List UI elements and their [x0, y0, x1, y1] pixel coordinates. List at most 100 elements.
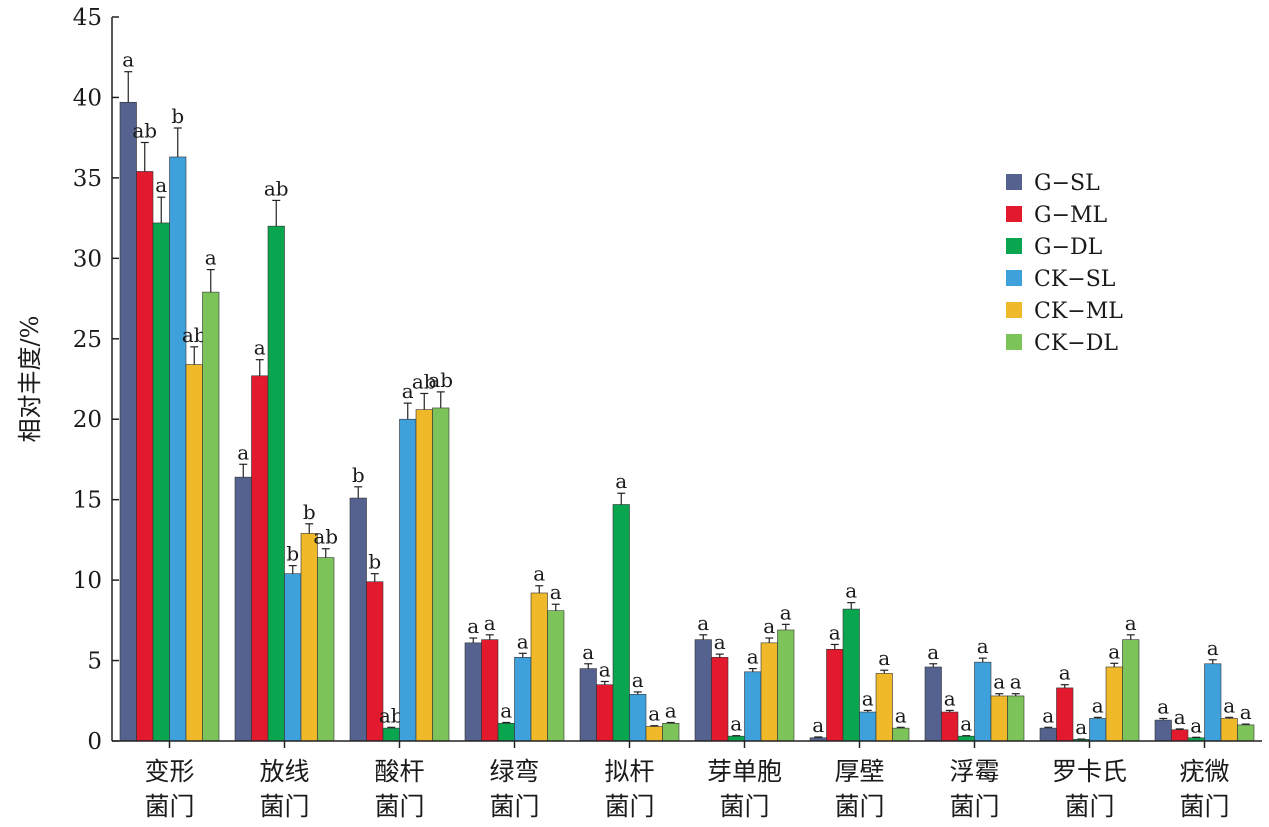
bar-2-1 — [267, 225, 285, 742]
significance-label-4-9: a — [1223, 693, 1235, 717]
category-label-line1-7: 浮霉 — [949, 757, 999, 786]
bar-4-9 — [1220, 718, 1238, 742]
significance-label-1-9: a — [1174, 705, 1186, 729]
significance-label-5-8: a — [1125, 611, 1137, 635]
bar-0-4 — [579, 668, 597, 742]
category-label-line2-9: 菌门 — [1179, 792, 1229, 821]
bar-0-8 — [1039, 727, 1057, 742]
bar-0-2 — [349, 497, 367, 742]
legend-swatch-3 — [1006, 270, 1022, 286]
bar-0-1 — [234, 476, 252, 742]
bar-0-5 — [694, 639, 712, 742]
bar-1-9 — [1171, 729, 1189, 742]
bar-5-2 — [432, 407, 450, 742]
bar-0-9 — [1154, 719, 1172, 742]
bar-4-1 — [300, 533, 318, 742]
significance-label-5-5: a — [780, 600, 792, 624]
significance-label-0-3: a — [467, 614, 479, 638]
y-tick-label-2: 10 — [73, 568, 102, 594]
significance-label-2-0: a — [155, 173, 167, 197]
category-label-line1-2: 酸杆 — [374, 757, 424, 786]
category-label-line1-1: 放线 — [259, 757, 309, 786]
y-tick-label-4: 20 — [73, 407, 102, 433]
y-tick-label-6: 30 — [73, 246, 102, 272]
significance-label-2-9: a — [1190, 713, 1202, 737]
bar-3-7 — [974, 661, 992, 742]
bar-5-3 — [547, 610, 565, 742]
category-label-line2-2: 菌门 — [374, 792, 424, 821]
bar-4-7 — [990, 695, 1008, 742]
legend-swatch-4 — [1006, 302, 1022, 318]
significance-label-3-7: a — [977, 634, 989, 658]
category-label-line2-0: 菌门 — [144, 792, 194, 821]
bar-1-1 — [251, 375, 269, 742]
significance-label-3-6: a — [862, 686, 874, 710]
bar-5-4 — [662, 723, 680, 742]
significance-label-1-6: a — [829, 620, 841, 644]
significance-label-4-6: a — [878, 646, 890, 670]
significance-label-3-3: a — [517, 629, 529, 653]
significance-label-4-5: a — [763, 614, 775, 638]
y-tick-label-7: 35 — [73, 166, 102, 192]
bar-3-3 — [514, 657, 532, 742]
bar-4-8 — [1105, 666, 1123, 742]
significance-label-3-9: a — [1207, 636, 1219, 660]
bar-5-7 — [1007, 695, 1025, 742]
bar-3-5 — [744, 671, 762, 742]
bar-3-9 — [1204, 663, 1222, 742]
category-label-line2-3: 菌门 — [489, 792, 539, 821]
significance-label-2-3: a — [500, 698, 512, 722]
category-label-line1-9: 疣微 — [1179, 757, 1229, 786]
y-tick-label-0: 0 — [87, 729, 102, 755]
bar-4-5 — [760, 642, 778, 742]
category-label-line2-1: 菌门 — [259, 792, 309, 821]
significance-label-5-0: a — [205, 246, 217, 270]
bar-5-9 — [1237, 724, 1255, 742]
bar-2-6 — [842, 608, 860, 742]
bar-4-2 — [415, 409, 433, 742]
bar-5-0 — [202, 291, 220, 742]
significance-label-1-0: ab — [132, 118, 157, 142]
significance-label-4-7: a — [993, 670, 1005, 694]
significance-label-5-7: a — [1010, 670, 1022, 694]
significance-label-2-4: a — [615, 469, 627, 493]
significance-label-0-0: a — [122, 48, 134, 72]
bar-0-3 — [464, 642, 482, 742]
y-tick-label-3: 15 — [73, 488, 102, 514]
significance-label-0-6: a — [812, 713, 824, 737]
legend-swatch-1 — [1006, 206, 1022, 222]
category-label-line1-3: 绿弯 — [489, 757, 539, 786]
significance-label-3-8: a — [1092, 693, 1104, 717]
significance-label-1-7: a — [944, 686, 956, 710]
significance-label-0-4: a — [582, 640, 594, 664]
bar-4-4 — [645, 726, 663, 742]
significance-label-2-1: ab — [264, 176, 289, 200]
bar-3-6 — [859, 711, 877, 742]
category-label-line2-6: 菌门 — [834, 792, 884, 821]
significance-label-1-1: a — [254, 336, 266, 360]
significance-label-5-9: a — [1240, 700, 1252, 724]
legend-label-3: CK−SL — [1034, 267, 1116, 292]
significance-label-4-2: ab — [412, 369, 437, 393]
y-tick-label-5: 25 — [73, 327, 102, 353]
bar-1-8 — [1056, 687, 1074, 742]
significance-label-3-0: b — [171, 104, 184, 128]
bar-5-5 — [777, 629, 795, 742]
significance-label-4-4: a — [648, 702, 660, 726]
bar-2-3 — [497, 723, 515, 742]
significance-label-2-6: a — [845, 579, 857, 603]
significance-label-0-5: a — [697, 611, 709, 635]
significance-label-1-8: a — [1059, 661, 1071, 685]
significance-label-1-5: a — [714, 630, 726, 654]
significance-label-0-2: b — [352, 463, 365, 487]
category-label-line2-8: 菌门 — [1064, 792, 1114, 821]
legend-swatch-0 — [1006, 174, 1022, 190]
bar-1-0 — [136, 171, 154, 742]
category-label-line2-5: 菌门 — [719, 792, 769, 821]
significance-label-3-1: b — [286, 542, 299, 566]
bar-2-2 — [382, 727, 400, 742]
significance-label-1-4: a — [599, 657, 611, 681]
category-label-line2-7: 菌门 — [949, 792, 999, 821]
bar-4-6 — [875, 673, 893, 742]
bar-3-8 — [1089, 718, 1107, 742]
